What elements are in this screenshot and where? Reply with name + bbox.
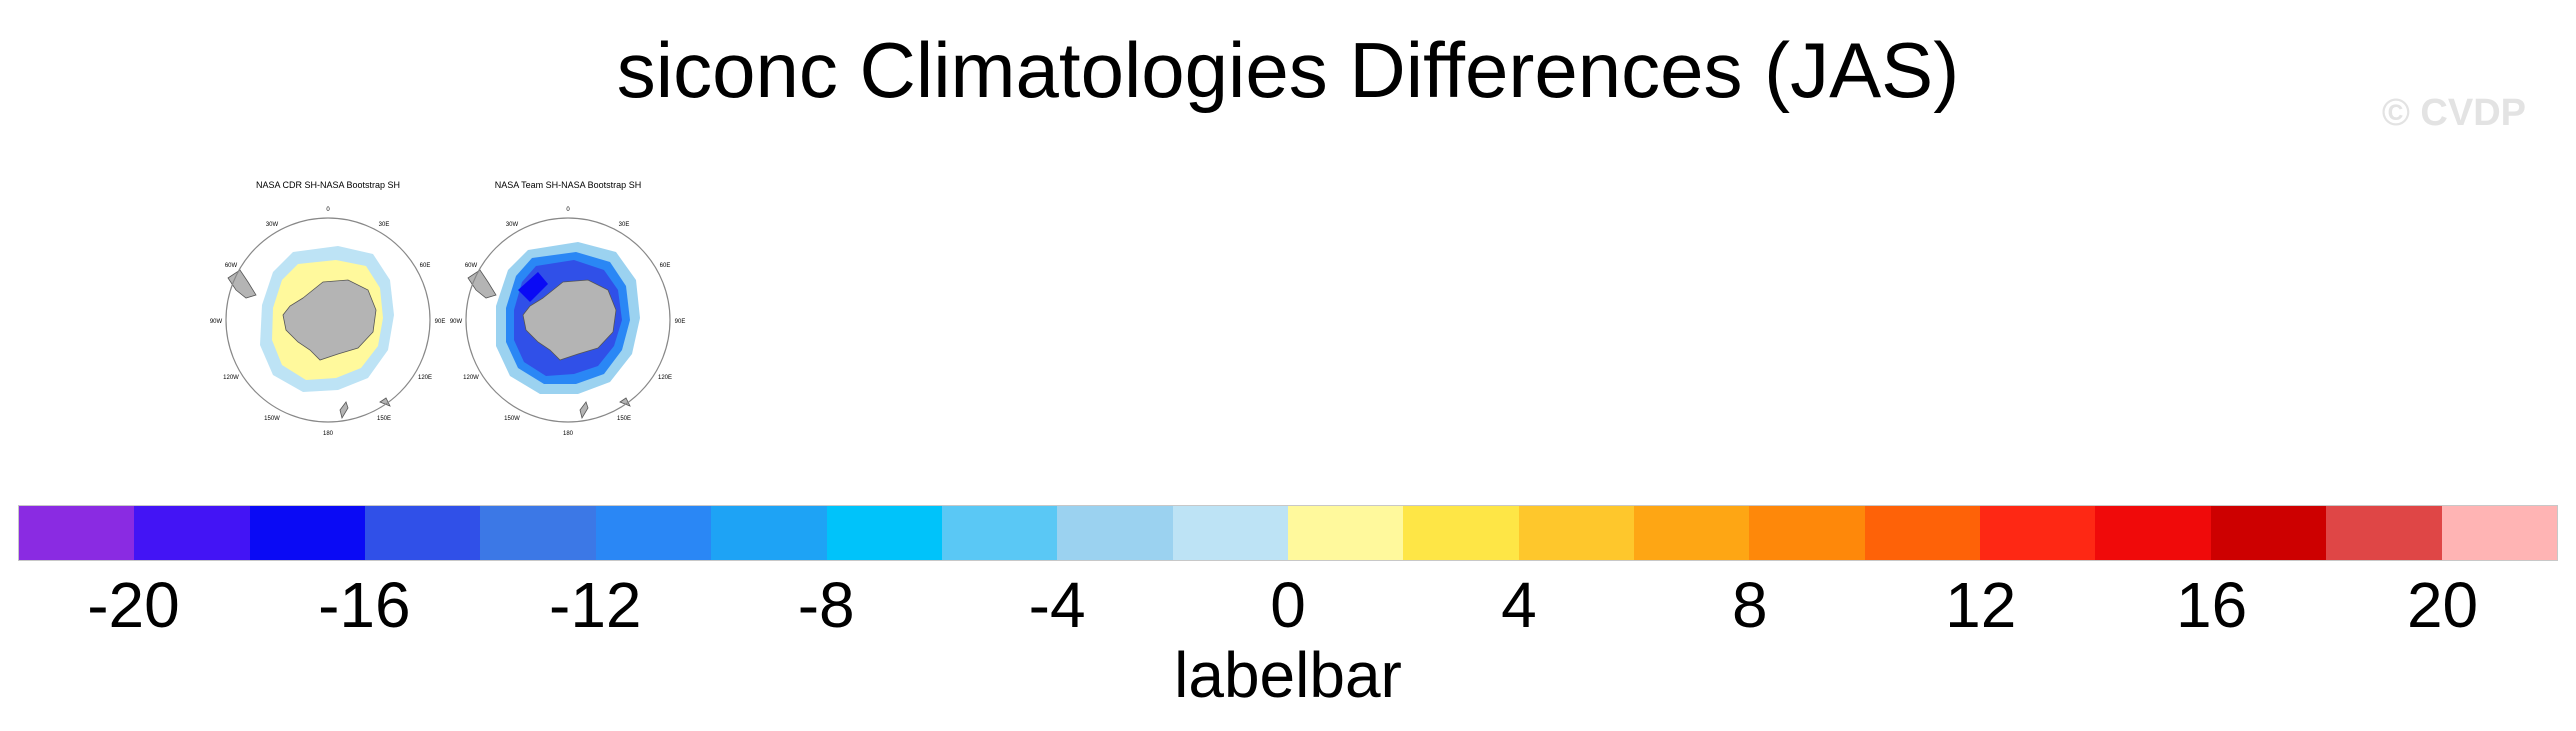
labelbar-cell-19 <box>2210 506 2327 560</box>
labelbar-cell-15 <box>1749 506 1865 560</box>
longitude-label: 90E <box>675 319 686 325</box>
longitude-label: 150E <box>377 416 391 422</box>
longitude-label: 0 <box>326 207 330 213</box>
longitude-label: 90E <box>435 319 446 325</box>
labelbar-tick: 4 <box>1501 569 1537 641</box>
longitude-label: 60E <box>660 263 671 269</box>
antarctica-land-1 <box>282 279 377 361</box>
labelbar-cell-11 <box>1287 506 1404 560</box>
labelbar-cell-5 <box>595 506 712 560</box>
labelbar-cell-9 <box>1057 506 1173 560</box>
labelbar-tick: 16 <box>2176 569 2248 641</box>
cvdp-watermark: © CVDP <box>2381 92 2526 134</box>
labelbar-cell-20 <box>2326 506 2442 560</box>
panel-title-1: NASA CDR SH-NASA Bootstrap SH <box>256 180 400 190</box>
labelbar-cell-16 <box>1864 506 1981 560</box>
longitude-label: 180 <box>563 431 574 437</box>
map-panel-2: NASA Team SH-NASA Bootstrap SH 0 30E 60E 90… <box>450 180 686 437</box>
negative-diff-patch <box>518 272 548 302</box>
color-labelbar <box>18 505 2558 561</box>
labelbar-tick: 20 <box>2406 569 2479 641</box>
labelbar-cell-2 <box>249 506 366 560</box>
labelbar-cell-8 <box>941 506 1058 560</box>
map-panel-1: NASA CDR SH-NASA Bootstrap SH 0 30E 60E 90E… <box>210 180 446 437</box>
longitude-labels-1: 0 30E 60E 90E 120E 150E 180 150W 120W 90W 60W 30W <box>210 207 446 437</box>
labelbar-tick: -16 <box>318 569 411 641</box>
labelbar-cell-21 <box>2441 506 2557 560</box>
labelbar-cell-3 <box>365 506 481 560</box>
labelbar-tick: 8 <box>1732 569 1768 641</box>
labelbar-tick: 12 <box>1945 569 2017 641</box>
labelbar-tick: -20 <box>87 569 180 641</box>
new-zealand-land-1 <box>339 401 349 420</box>
figure-title: siconc Climatologies Differences (JAS) <box>616 26 1960 114</box>
labelbar-tick: -8 <box>797 569 855 641</box>
labelbar-cell-1 <box>134 506 250 560</box>
labelbar-cell-7 <box>826 506 942 560</box>
longitude-label: 60E <box>420 263 431 269</box>
longitude-label: 60W <box>225 263 238 269</box>
longitude-label: 120E <box>418 375 432 381</box>
longitude-label: 120W <box>223 375 239 381</box>
map-frame-1 <box>225 217 431 423</box>
longitude-label: 60W <box>465 263 478 269</box>
labelbar-tick: 0 <box>1270 569 1306 641</box>
labelbar-cell-13 <box>1518 506 1635 560</box>
longitude-label: 120E <box>658 375 672 381</box>
longitude-label: 30W <box>266 222 279 228</box>
labelbar-cell-12 <box>1403 506 1519 560</box>
longitude-label: 30E <box>379 222 390 228</box>
longitude-label: 150W <box>504 416 520 422</box>
labelbar-cell-0 <box>19 506 135 560</box>
labelbar-cell-6 <box>711 506 827 560</box>
labelbar-tick: -4 <box>1028 569 1086 641</box>
map-frame-2 <box>465 217 671 423</box>
longitude-labels-2: 0 30E 60E 90E 120E 150E 180 150W 120W 90W 60W 30W <box>450 207 686 437</box>
longitude-label: 120W <box>463 375 479 381</box>
longitude-label: 30W <box>506 222 519 228</box>
labelbar-title: labelbar <box>1174 639 1402 711</box>
longitude-label: 180 <box>323 431 334 437</box>
longitude-label: 0 <box>566 207 570 213</box>
labelbar-cell-18 <box>2095 506 2211 560</box>
panel-title-2: NASA Team SH-NASA Bootstrap SH <box>495 180 641 190</box>
labelbar-tick: -12 <box>549 569 642 641</box>
polar-maps: NASA CDR SH-NASA Bootstrap SH 0 30E 60E 90E… <box>210 180 686 437</box>
labelbar-tick-labels: -20 -16 -12 -8 -4 0 4 8 12 16 20 <box>18 570 2558 650</box>
longitude-label: 90W <box>210 319 223 325</box>
labelbar-cell-10 <box>1172 506 1288 560</box>
longitude-label: 150W <box>264 416 280 422</box>
longitude-label: 90W <box>450 319 463 325</box>
labelbar-cell-4 <box>480 506 596 560</box>
labelbar-cell-14 <box>1634 506 1750 560</box>
longitude-label: 30E <box>619 222 630 228</box>
longitude-label: 150E <box>617 416 631 422</box>
labelbar-cell-17 <box>1980 506 2096 560</box>
antarctica-land-2 <box>522 279 617 361</box>
new-zealand-land-2 <box>579 401 589 420</box>
